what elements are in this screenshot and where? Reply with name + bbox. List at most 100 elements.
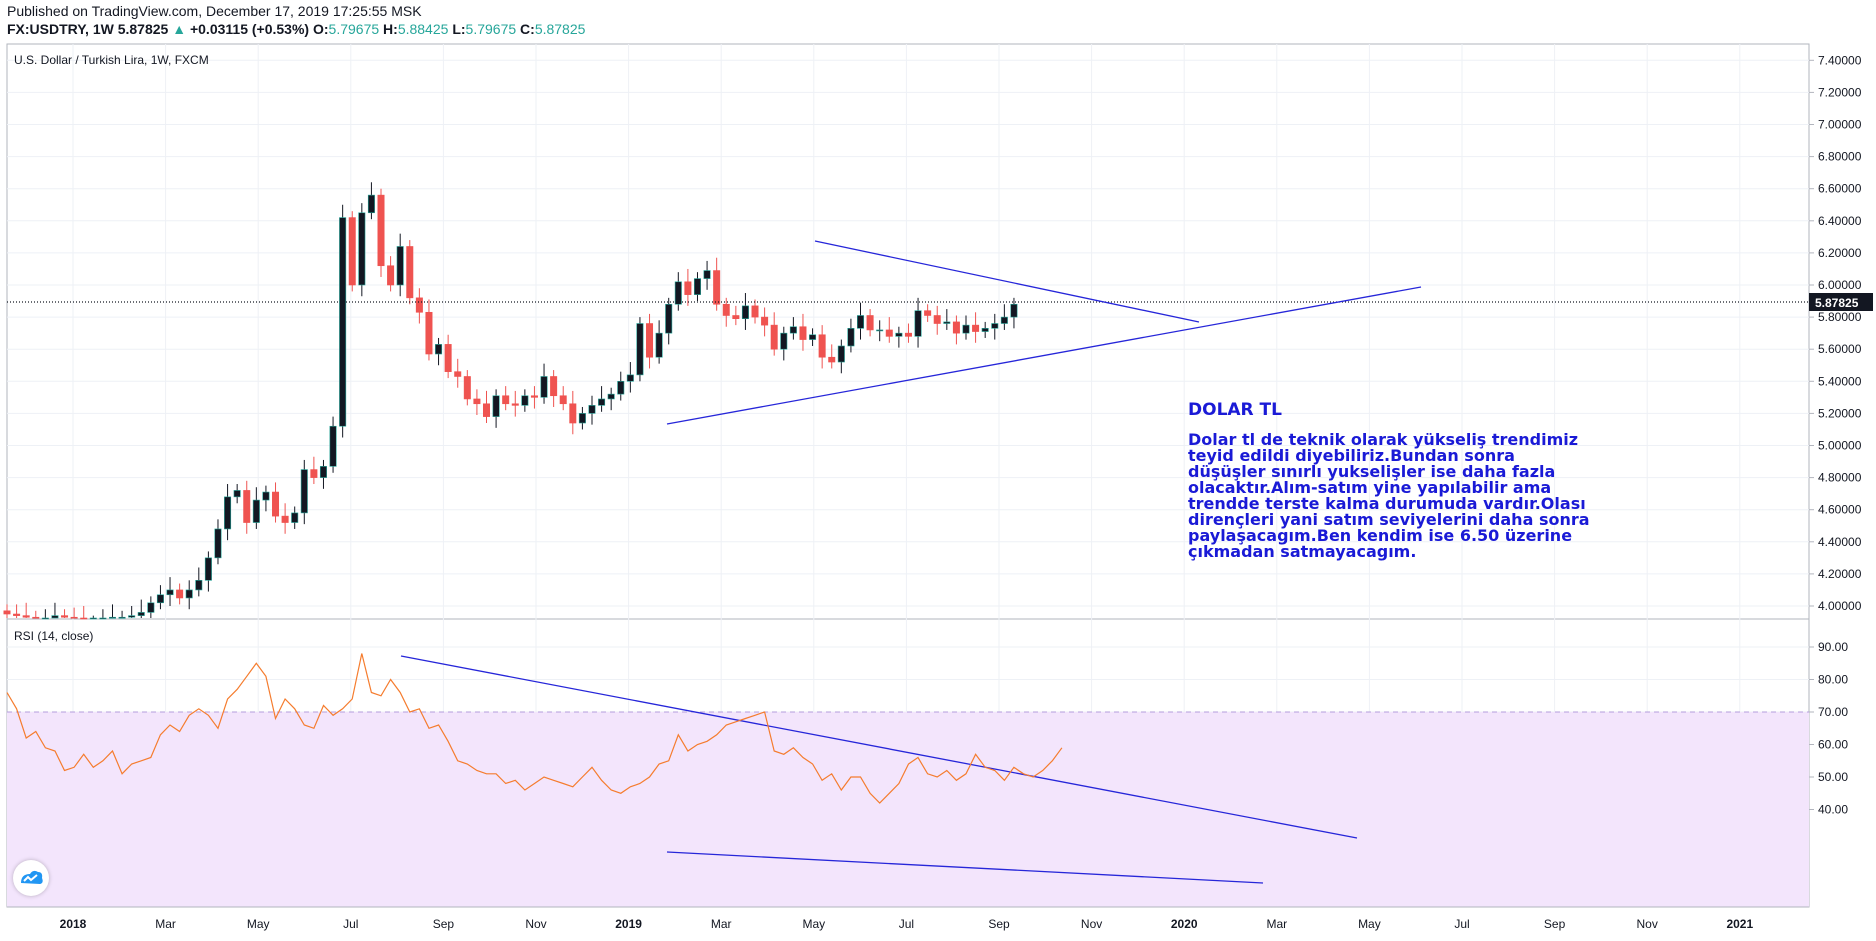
candle [22,615,30,618]
annotation-line: Dolar tl de teknik olarak yükseliş trend… [1188,430,1579,449]
candle [214,528,222,559]
candle [444,344,452,372]
candle [655,332,663,358]
annotation-line: trendde terste kalma durumuda vardır.Ola… [1188,494,1586,513]
rsi-tick-label: 60.00 [1818,738,1848,752]
candle [243,490,251,523]
candle [828,356,836,363]
candle [837,345,845,363]
candle [578,413,586,424]
candle [693,278,701,295]
candle [99,617,107,620]
candles [3,182,1018,620]
candle [530,395,538,398]
rsi-line [6,653,1063,804]
candle [991,323,999,329]
candle [511,403,519,406]
price-tick-label: 4.00000 [1818,599,1862,613]
price-tick-label: 6.40000 [1818,214,1862,228]
price-tick-label: 5.20000 [1818,406,1862,420]
annotation-line: paylaşacagım.Ben kendim ise 6.50 üzerine [1188,526,1573,545]
candle [204,557,212,581]
candle [598,398,606,406]
rsi-pane-title: RSI (14, close) [14,629,93,643]
open-value: 5.79675 [328,21,380,37]
candle [166,589,174,596]
annotation-line: çıkmadan satmayacagım. [1188,542,1417,561]
time-tick-label: Jul [899,917,914,931]
time-tick-label: Mar [155,917,176,931]
candle [588,405,596,414]
annotation-title: DOLAR TL [1188,400,1282,420]
rsi-band [7,712,1809,907]
candle [396,246,404,286]
candle [780,332,788,350]
price-tick-label: 4.60000 [1818,503,1862,517]
candle [319,466,327,478]
price-tick-label: 5.40000 [1818,374,1862,388]
candle [636,323,644,376]
rsi-tick-label: 50.00 [1818,770,1848,784]
candle [914,310,922,337]
candle [137,612,145,616]
candle [770,324,778,350]
price-tick-label: 5.80000 [1818,310,1862,324]
time-tick-label: Mar [711,917,732,931]
rsi-resistance-trendline [400,655,1358,839]
close-label: C: [520,21,535,37]
price-tag [1809,293,1873,311]
ohlc-legend: FX:USDTRY, 1W 5.87825 ▲ +0.03115 (+0.53%… [7,21,585,37]
chart-header: Published on TradingView.com, December 1… [0,0,1876,44]
candle [406,246,414,299]
candle [943,321,951,324]
time-tick-label: Nov [1637,917,1658,931]
up-triangle-icon: ▲ [168,21,190,37]
candle [972,324,980,332]
candle [904,332,912,337]
time-axis: 2018 Mar May Jul Sep Nov 2019 Mar May Jul Sep Nov 20… [7,906,1809,931]
candle [665,303,673,334]
price-tick-label: 6.80000 [1818,150,1862,164]
price-tick-label: 7.40000 [1818,53,1862,67]
candle [233,490,241,498]
time-tick-label: May [247,917,270,931]
price-axis: 4.00000 4.20000 4.40000 4.60000 4.80000 5.000… [1809,53,1862,613]
candle [3,610,11,615]
candle [703,270,711,279]
candle [482,403,490,417]
trendlines [400,240,1422,884]
candle [1010,303,1018,318]
price-tick-label: 4.80000 [1818,471,1862,485]
candle [502,395,510,405]
high-label: H: [383,21,398,37]
time-tick-label: Jul [1454,917,1469,931]
support-trendline [666,286,1422,425]
candle [435,344,443,355]
candle [799,326,807,340]
candle [51,615,59,619]
price-tick-label: 4.20000 [1818,567,1862,581]
candle [329,425,337,467]
tradingview-logo-icon[interactable] [13,860,49,896]
candle [89,617,97,620]
candle [310,469,318,478]
candle [128,615,136,618]
candle [262,491,270,501]
candle [559,395,567,405]
candle [550,376,558,397]
candle [108,616,116,619]
annotation-line: olacaktır.Alım-satım yine yapılabilir am… [1188,478,1552,497]
candle [252,499,260,523]
candle [13,613,21,616]
candle [425,311,433,355]
candle [732,315,740,320]
time-tick-label: May [1358,917,1381,931]
candle [952,321,960,334]
price-tick-label: 5.00000 [1818,439,1862,453]
price-tick-label: 4.40000 [1818,535,1862,549]
candle [607,393,615,400]
published-info: Published on TradingView.com, December 1… [7,3,422,19]
rsi-axis: 40.00 50.00 60.00 70.00 80.00 90.00 [1809,640,1848,817]
annotation-line: teyid edildi diyebiliriz.Bundan sonra [1188,446,1515,465]
